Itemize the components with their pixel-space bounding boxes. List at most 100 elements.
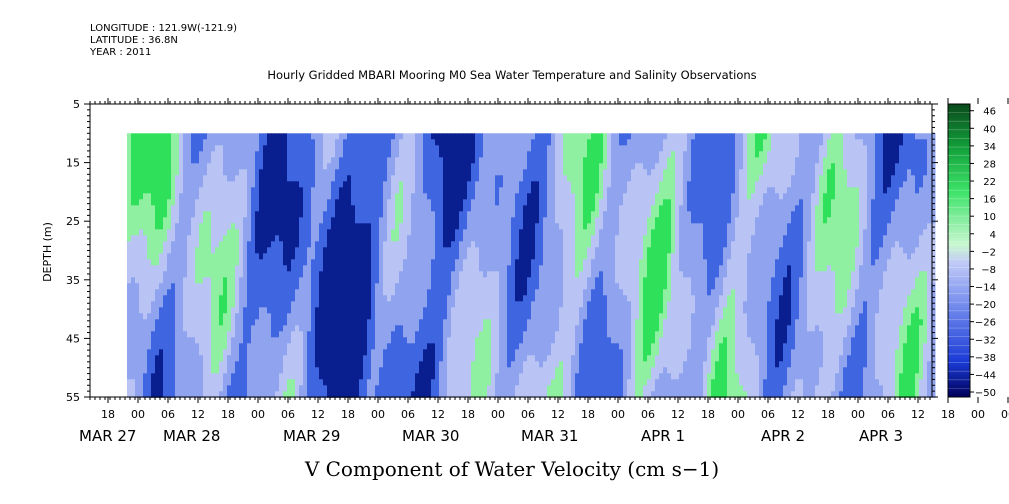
heatmap-cell xyxy=(567,337,572,344)
heatmap-cell xyxy=(235,319,240,326)
heatmap-cell xyxy=(323,175,328,182)
heatmap-cell xyxy=(575,259,580,266)
heatmap-cell xyxy=(439,325,444,332)
heatmap-cell xyxy=(435,205,440,212)
heatmap-cell xyxy=(195,289,200,296)
heatmap-cell xyxy=(155,289,160,296)
heatmap-cell xyxy=(335,349,340,356)
heatmap-cell xyxy=(263,229,268,236)
heatmap-cell xyxy=(567,289,572,296)
heatmap-cell xyxy=(143,367,148,374)
heatmap-cell xyxy=(299,283,304,290)
heatmap-cell xyxy=(507,361,512,368)
heatmap-cell xyxy=(163,355,168,362)
heatmap-cell xyxy=(451,391,456,398)
heatmap-cell xyxy=(279,355,284,362)
heatmap-cell xyxy=(515,145,520,152)
heatmap-cell xyxy=(159,187,164,194)
heatmap-cell xyxy=(455,199,460,206)
heatmap-cell xyxy=(491,355,496,362)
heatmap-cell xyxy=(387,247,392,254)
heatmap-cell xyxy=(171,355,176,362)
heatmap-cell xyxy=(475,211,480,218)
heatmap-cell xyxy=(287,211,292,218)
heatmap-cell xyxy=(455,313,460,320)
heatmap-cell xyxy=(547,337,552,344)
heatmap-cell xyxy=(247,355,252,362)
heatmap-cell xyxy=(503,241,508,248)
heatmap-cell xyxy=(487,169,492,176)
heatmap-cell xyxy=(419,331,424,338)
heatmap-cell xyxy=(311,175,316,182)
heatmap-cell xyxy=(343,253,348,260)
heatmap-cell xyxy=(211,307,216,314)
heatmap-cell xyxy=(355,169,360,176)
heatmap-cell xyxy=(303,301,308,308)
heatmap-cell xyxy=(447,235,452,242)
heatmap-cell xyxy=(407,163,412,170)
heatmap-cell xyxy=(243,151,248,158)
heatmap-cell xyxy=(159,259,164,266)
heatmap-cell xyxy=(343,235,348,242)
heatmap-cell xyxy=(491,277,496,284)
heatmap-cell xyxy=(263,283,268,290)
heatmap-cell xyxy=(171,391,176,398)
heatmap-cell xyxy=(507,313,512,320)
heatmap-cell xyxy=(147,169,152,176)
heatmap-cell xyxy=(435,295,440,302)
heatmap-cell xyxy=(323,259,328,266)
heatmap-cell xyxy=(131,331,136,338)
heatmap-cell xyxy=(155,307,160,314)
heatmap-cell xyxy=(247,265,252,272)
heatmap-cell xyxy=(559,145,564,152)
heatmap-cell xyxy=(351,331,356,338)
heatmap-cell xyxy=(267,319,272,326)
heatmap-cell xyxy=(379,319,384,326)
heatmap-cell xyxy=(375,223,380,230)
heatmap-cell xyxy=(555,235,560,242)
heatmap-cell xyxy=(211,349,216,356)
heatmap-cell xyxy=(499,337,504,344)
heatmap-cell xyxy=(439,319,444,326)
heatmap-cell xyxy=(299,379,304,386)
heatmap-cell xyxy=(371,337,376,344)
heatmap-cell xyxy=(155,229,160,236)
heatmap-cell xyxy=(439,295,444,302)
heatmap-cell xyxy=(295,325,300,332)
heatmap-cell xyxy=(375,301,380,308)
heatmap-cell xyxy=(551,163,556,170)
heatmap-cell xyxy=(507,283,512,290)
heatmap-cell xyxy=(527,139,532,146)
heatmap-cell xyxy=(439,223,444,230)
heatmap-cell xyxy=(275,331,280,338)
heatmap-cell xyxy=(539,223,544,230)
heatmap-cell xyxy=(239,361,244,368)
heatmap-cell xyxy=(435,265,440,272)
heatmap-cell xyxy=(539,145,544,152)
heatmap-cell xyxy=(495,373,500,380)
heatmap-cell xyxy=(291,169,296,176)
heatmap-cell xyxy=(543,283,548,290)
heatmap-cell xyxy=(215,379,220,386)
heatmap-cell xyxy=(247,175,252,182)
heatmap-cell xyxy=(531,181,536,188)
heatmap-cell xyxy=(391,169,396,176)
heatmap-cell xyxy=(323,139,328,146)
heatmap-cell xyxy=(467,373,472,380)
heatmap-cell xyxy=(399,247,404,254)
heatmap-cell xyxy=(387,385,392,392)
heatmap-cell xyxy=(523,217,528,224)
heatmap-cell xyxy=(559,163,564,170)
heatmap-cell xyxy=(335,151,340,158)
heatmap-cell xyxy=(231,391,236,398)
heatmap-cell xyxy=(511,205,516,212)
heatmap-cell xyxy=(547,241,552,248)
heatmap-cell xyxy=(295,355,300,362)
heatmap-cell xyxy=(335,235,340,242)
heatmap-cell xyxy=(535,169,540,176)
heatmap-cell xyxy=(211,391,216,398)
heatmap-cell xyxy=(491,373,496,380)
heatmap-cell xyxy=(247,343,252,350)
heatmap-cell xyxy=(147,259,152,266)
heatmap-cell xyxy=(203,223,208,230)
